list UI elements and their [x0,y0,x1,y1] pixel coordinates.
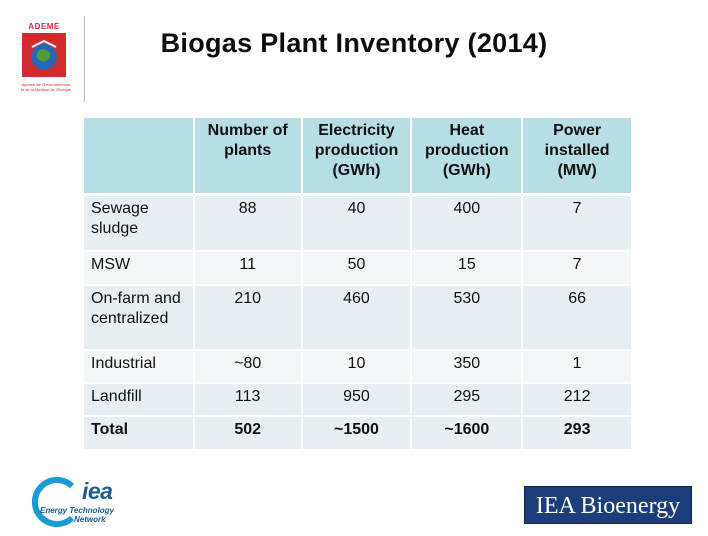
table-header-row: Number of plants Electricity production … [84,118,633,196]
cell-power: 212 [522,383,633,417]
iea-bioenergy-logo: IEA Bioenergy [524,486,692,524]
total-plants: 502 [193,416,303,451]
total-heat: ~1600 [411,416,524,451]
header-power-installed: Power installed (MW) [522,118,633,196]
page-title: Biogas Plant Inventory (2014) [160,28,548,58]
cell-electricity: 50 [301,251,413,286]
cell-heat: 15 [411,251,524,286]
inventory-table: Number of plants Electricity production … [84,118,633,451]
cell-plants: 113 [193,383,303,417]
iea-swoosh-icon [31,477,75,527]
header-empty [84,118,195,196]
cell-electricity: 950 [301,383,413,417]
cell-heat: 400 [411,194,524,252]
iea-etn-logo: iea Energy Technology Network [28,476,148,528]
table-row: Landfill 113 950 295 212 [84,383,633,417]
header-number-of-plants: Number of plants [193,118,303,196]
etn-line-1: Energy Technology [40,506,114,515]
cell-heat: 530 [411,285,524,351]
row-label: Industrial [84,350,195,384]
header-electricity-production: Electricity production (GWh) [301,118,413,196]
cell-electricity: 460 [301,285,413,351]
cell-electricity: 40 [301,194,413,252]
row-label: Sewage sludge [84,194,195,252]
globe-icon [22,33,66,77]
row-label: On-farm and centralized [84,285,195,351]
table-row: MSW 11 50 15 7 [84,251,633,286]
total-label: Total [84,416,195,451]
cell-electricity: 10 [301,350,413,384]
cell-plants: 11 [193,251,303,286]
row-label: Landfill [84,383,195,417]
cell-heat: 350 [411,350,524,384]
ademe-brand-text: ADEME [28,22,60,31]
table-row: Industrial ~80 10 350 1 [84,350,633,384]
cell-power: 7 [522,251,633,286]
ademe-logo: ADEME Agence de l'Environnement et de la… [8,16,85,102]
table-total-row: Total 502 ~1500 ~1600 293 [84,416,633,451]
etn-line-2: Network [74,515,106,524]
total-electricity: ~1500 [301,416,413,451]
row-label: MSW [84,251,195,286]
table-row: On-farm and centralized 210 460 530 66 [84,285,633,351]
cell-plants: 88 [193,194,303,252]
table-row: Sewage sludge 88 40 400 7 [84,194,633,252]
cell-power: 7 [522,194,633,252]
cell-power: 1 [522,350,633,384]
ademe-tagline: Agence de l'Environnement et de la Maîtr… [20,82,72,92]
cell-plants: ~80 [193,350,303,384]
cell-plants: 210 [193,285,303,351]
total-power: 293 [522,416,633,451]
cell-heat: 295 [411,383,524,417]
cell-power: 66 [522,285,633,351]
header-heat-production: Heat production (GWh) [411,118,524,196]
iea-mark: iea [82,478,113,504]
